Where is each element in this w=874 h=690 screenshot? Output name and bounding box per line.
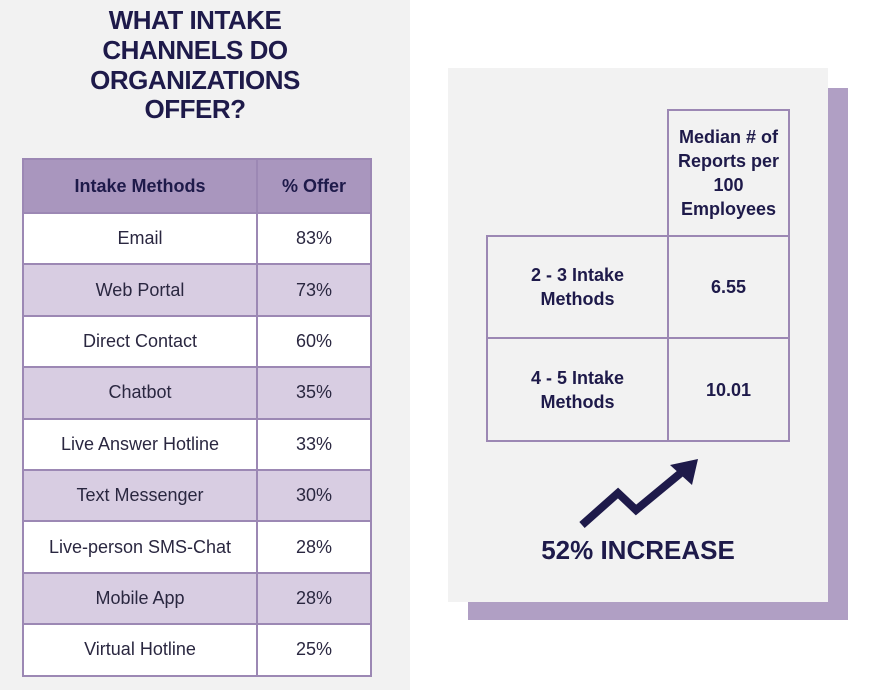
- title-line: WHAT INTAKE: [108, 5, 282, 35]
- table-row: Text Messenger 30%: [24, 468, 370, 521]
- method-cell: Direct Contact: [24, 316, 258, 367]
- table-row: Live Answer Hotline 33%: [24, 417, 370, 469]
- intake-table: Intake Methods % Offer Email 83% Web Porta…: [22, 158, 372, 677]
- percent-cell: 35%: [295, 382, 333, 403]
- title-line: OFFER?: [144, 94, 247, 124]
- title-line: CHANNELS DO: [102, 35, 288, 65]
- percent-cell: 73%: [295, 279, 333, 300]
- table-row: Live-person SMS-Chat 28%: [24, 520, 370, 572]
- method-cell: Chatbot: [24, 368, 258, 418]
- left-panel: WHAT INTAKE CHANNELS DO ORGANIZATIONS OF…: [0, 0, 410, 690]
- percent-cell: 60%: [295, 330, 333, 351]
- value-cell: 6.55: [667, 235, 790, 339]
- percent-cell: 25%: [295, 639, 333, 660]
- header-cell: % Offer: [281, 175, 346, 196]
- table-row: Direct Contact 60%: [24, 314, 370, 367]
- method-cell: Virtual Hotline: [24, 625, 258, 675]
- percent-cell: 28%: [295, 536, 333, 557]
- header-row: Intake Methods % Offer: [24, 160, 370, 212]
- table-row: Mobile App 28%: [24, 571, 370, 624]
- trend-arrow: [579, 459, 698, 528]
- method-cell: Live-person SMS-Chat: [24, 522, 258, 572]
- percent-cell: 33%: [295, 433, 333, 454]
- row-label: 4 - 5 Intake Methods: [486, 337, 669, 442]
- value-cell: 10.01: [667, 337, 790, 442]
- method-cell: Mobile App: [24, 573, 258, 624]
- header-cell: Median # of Reports per 100 Employees: [667, 109, 790, 237]
- row-label: 2 - 3 Intake Methods: [486, 235, 669, 339]
- table-row: Chatbot 35%: [24, 366, 370, 418]
- method-cell: Web Portal: [24, 265, 258, 315]
- percent-cell: 83%: [295, 228, 333, 249]
- method-cell: Email: [24, 214, 258, 264]
- percent-cell: 28%: [295, 587, 333, 608]
- table-row: Virtual Hotline 25%: [24, 623, 370, 675]
- method-cell: Live Answer Hotline: [24, 419, 258, 469]
- method-cell: Text Messenger: [24, 470, 258, 521]
- percent-cell: 30%: [295, 485, 333, 506]
- title-line: ORGANIZATIONS: [90, 65, 300, 95]
- table-row: Email 83%: [24, 212, 370, 264]
- table-row: Web Portal 73%: [24, 263, 370, 315]
- header-cell: Intake Methods: [24, 160, 258, 212]
- callout: 52% INCREASE: [541, 535, 735, 565]
